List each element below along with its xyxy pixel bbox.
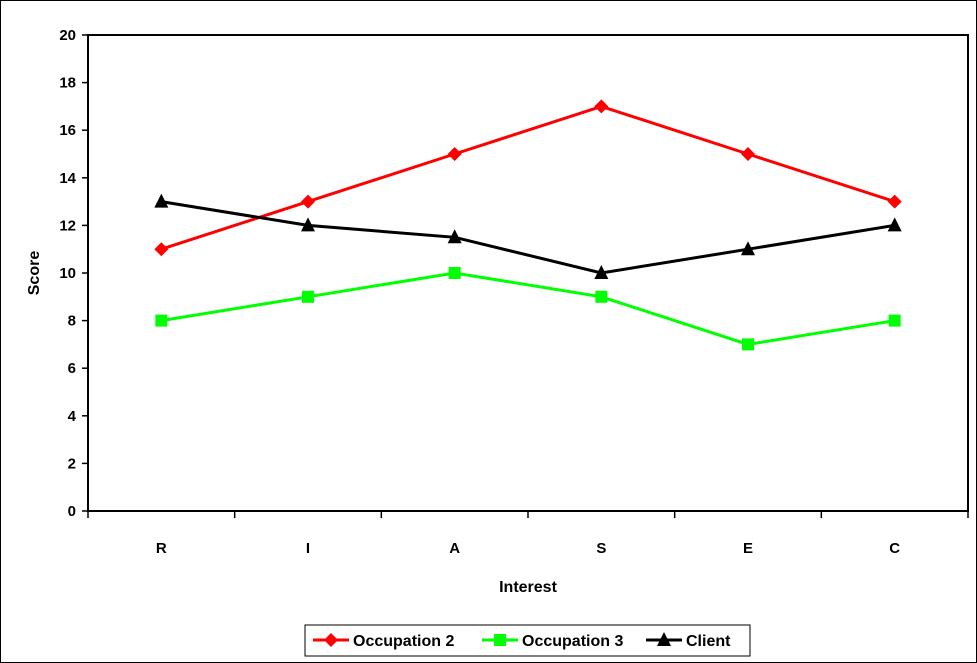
series-line: [161, 273, 894, 344]
data-point: [888, 195, 902, 209]
plot-border: [88, 35, 968, 511]
series-occupation-3: [155, 267, 900, 350]
y-tick-label: 10: [59, 265, 76, 282]
data-point: [448, 147, 462, 161]
data-point: [889, 315, 901, 327]
y-tick-label: 16: [59, 122, 76, 139]
legend-marker: [494, 634, 506, 646]
series-layer: [154, 99, 901, 350]
series-occupation-2: [154, 99, 901, 256]
y-tick-label: 8: [68, 313, 76, 330]
x-tick-label: I: [306, 540, 310, 557]
data-point: [154, 194, 168, 208]
x-tick-label: R: [156, 540, 167, 557]
y-tick-label: 6: [68, 360, 76, 377]
legend-label: Occupation 3: [522, 633, 623, 650]
data-point: [888, 217, 902, 231]
data-point: [594, 99, 608, 113]
data-point: [449, 267, 461, 279]
x-tick-label: C: [889, 540, 900, 557]
x-tick-label: S: [596, 540, 606, 557]
y-axis-title: Score: [26, 251, 43, 296]
y-axis: 0 2 4 6 8 10 12 14 16 18 20: [59, 27, 88, 520]
y-tick-label: 18: [59, 75, 76, 92]
y-tick-label: 12: [59, 217, 76, 234]
x-tick-label: A: [449, 540, 460, 557]
legend: Occupation 2 Occupation 3 Client: [305, 625, 750, 656]
data-point: [595, 291, 607, 303]
x-axis-title: Interest: [499, 579, 557, 596]
data-point: [302, 291, 314, 303]
y-tick-label: 0: [68, 503, 76, 520]
data-point: [154, 242, 168, 256]
y-tick-label: 20: [59, 27, 76, 44]
series-line: [161, 106, 894, 249]
series-client: [154, 194, 901, 279]
y-tick-label: 2: [68, 455, 76, 472]
plot-area: [88, 35, 968, 511]
y-tick-label: 4: [68, 408, 77, 425]
x-tick-label: E: [743, 540, 753, 557]
legend-label: Client: [686, 633, 731, 650]
data-point: [155, 315, 167, 327]
legend-label: Occupation 2: [353, 633, 454, 650]
data-point: [301, 195, 315, 209]
data-point: [742, 338, 754, 350]
y-tick-label: 14: [59, 170, 76, 187]
data-point: [741, 147, 755, 161]
